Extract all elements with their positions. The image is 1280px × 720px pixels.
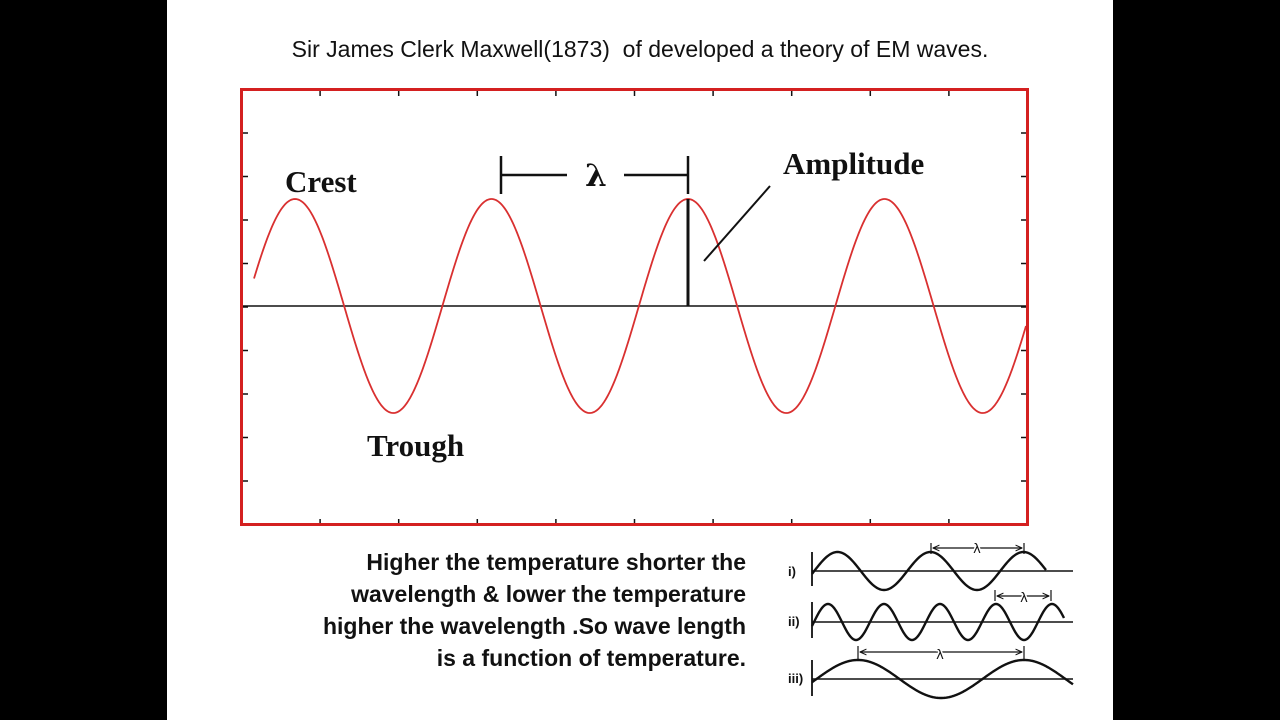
description-line: wavelength & lower the temperature	[351, 581, 746, 607]
wave-i	[811, 550, 1047, 592]
description-line: higher the wavelength .So wave length	[322, 613, 746, 639]
diagram-frame	[240, 88, 1029, 526]
description-line: is a function of temperature.	[436, 645, 746, 671]
description-line: Higher the temperature shorter the	[366, 549, 746, 575]
slide-title: Sir James Clerk Maxwell(1873) of develop…	[291, 36, 989, 62]
temperature-description: Higher the temperature shorter the wavel…	[240, 546, 746, 674]
trough-label: Trough	[367, 428, 464, 463]
row-label-ii: ii)	[788, 614, 800, 629]
crest-label: Crest	[285, 164, 357, 199]
row-label-iii: iii)	[788, 671, 803, 686]
wave-iii	[811, 658, 1074, 700]
wave-ii	[810, 602, 1066, 642]
wave-diagram: λ Crest Trough Amplitude	[240, 88, 1029, 526]
amplitude-label: Amplitude	[783, 146, 924, 181]
sine-wave	[253, 198, 1027, 414]
amplitude-pointer	[703, 185, 771, 262]
wavelength-comparison: i) λ ii) λ iii) λ	[788, 541, 1074, 700]
wavelength-symbol: λ	[585, 158, 607, 194]
lambda-label-ii: λ	[1020, 591, 1028, 606]
lambda-label-i: λ	[973, 542, 981, 557]
lambda-label-iii: λ	[936, 648, 944, 663]
slide: Sir James Clerk Maxwell(1873) of develop…	[167, 0, 1113, 720]
row-label-i: i)	[788, 564, 796, 579]
